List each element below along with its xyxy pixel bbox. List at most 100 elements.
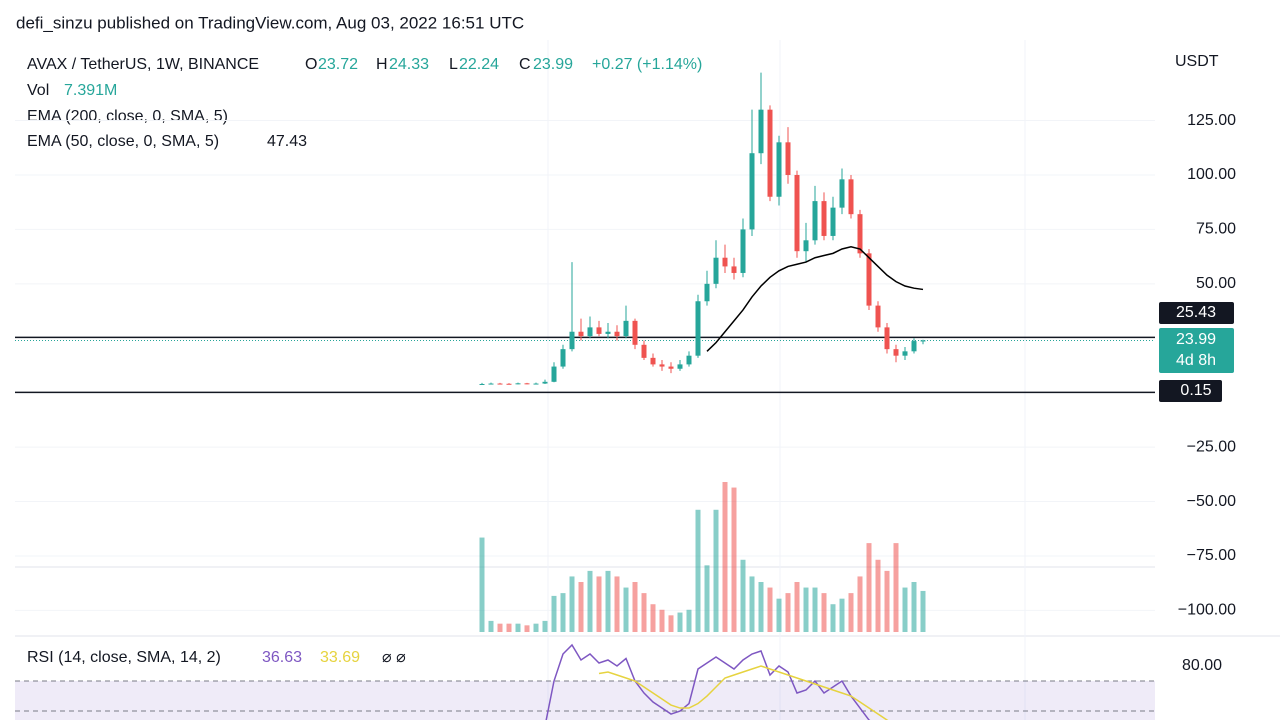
volume-bar [911,582,917,632]
candle-body [749,153,755,230]
volume-bar [551,595,557,632]
volume-bar [695,509,701,632]
candle-body [875,305,881,328]
ema50-value: 47.43 [267,133,307,150]
candle-body [524,383,530,385]
volume-bar [497,623,503,632]
ohlc-value: 23.72 [318,56,358,73]
volume-bar [866,543,872,632]
volume-bar [578,582,584,632]
candle-body [794,174,800,252]
hline-badge: 25.43 [1176,304,1216,321]
header: defi_sinzu published on TradingView.com,… [16,13,524,32]
hline-badge-bg [1159,302,1234,324]
candle-body [695,301,701,356]
candle-body [533,383,539,385]
volume-bar [506,623,512,632]
change: +0.27 (+1.14%) [592,56,702,73]
candle-body [668,366,674,369]
candle-body [758,109,764,154]
ohlc-label: O [305,56,317,73]
volume-bar [659,609,665,632]
rsi-ma-value: 33.69 [320,649,360,666]
rsi-name: RSI (14, close, SMA, 14, 2) [27,649,221,666]
candle-body [659,364,665,367]
volume-bar [785,593,791,632]
ema200-name: EMA (200, close, 0, SMA, 5) [27,108,228,125]
candle-body [650,357,656,365]
rsi-line [545,643,871,720]
volume-bar [713,509,719,632]
volume-bar [560,593,566,632]
rsi-line [598,665,889,720]
candle-body [623,320,629,337]
candle-body [884,327,890,350]
rsi-value: 36.63 [262,649,302,666]
ohlc-label: C [519,56,531,73]
axis-unit: USDT [1175,53,1219,70]
volume-bar [596,576,602,632]
ohlc-label: L [449,56,458,73]
candle-body [569,331,575,350]
candle-body [614,331,620,337]
candle-body [713,257,719,284]
candle-body [830,207,836,236]
candle-body [677,364,683,369]
volume-bar [479,537,485,632]
candle-body [911,341,917,352]
symbol: AVAX / TetherUS, 1W, BINANCE [27,56,259,73]
rsi-band-fill [15,681,1155,720]
candle-body [587,327,593,337]
candle-body [578,331,584,337]
candle-body [803,240,809,252]
volume-bar [614,576,620,632]
ema50-name: EMA (50, close, 0, SMA, 5) [27,133,219,150]
candle-body [596,327,602,334]
candle-body [902,351,908,356]
volume-bar [875,559,881,632]
rsi-icons: ⌀ ⌀ [382,649,406,666]
y-tick-label: −75.00 [1187,547,1236,564]
volume-bar [650,604,656,632]
candle-body [920,340,926,342]
candle-body [767,109,773,197]
countdown: 4d 8h [1176,352,1216,369]
volume-bar [920,590,926,632]
volume-bar [830,604,836,632]
volume-bar [767,587,773,632]
candle-body [641,344,647,358]
candle-body [560,349,566,367]
volume-bar [686,609,692,632]
ohlc-label: H [376,56,388,73]
candle-body [506,383,512,385]
volume-bar [758,582,764,632]
hline-badge: 0.15 [1180,382,1211,399]
candle-body [551,366,557,382]
price-badge: 23.99 [1176,331,1216,348]
volume-bar [677,612,683,632]
y-tick-label: −50.00 [1187,493,1236,510]
volume-bar [749,576,755,632]
volume-bar [488,620,494,632]
ema50-line [706,246,924,352]
volume-bar [812,587,818,632]
volume-bar [515,623,521,632]
y-tick-label: 75.00 [1196,221,1236,238]
hline-badge-bg [1159,380,1222,402]
vol-name: Vol [27,82,49,99]
candle-body [722,257,728,267]
candle-body [686,355,692,365]
volume-bar [848,593,854,632]
ohlc-value: 23.99 [533,56,573,73]
volume-bar [731,487,737,632]
volume-bar [641,593,647,632]
candle-body [515,383,521,385]
vol-value: 7.391M [64,82,117,99]
volume-bar [704,565,710,632]
y-tick-label: −100.00 [1178,602,1236,619]
candle-body [497,383,503,385]
rsi-tick-label: 80.00 [1182,657,1222,674]
volume-bar [722,482,728,632]
volume-bar [605,570,611,632]
